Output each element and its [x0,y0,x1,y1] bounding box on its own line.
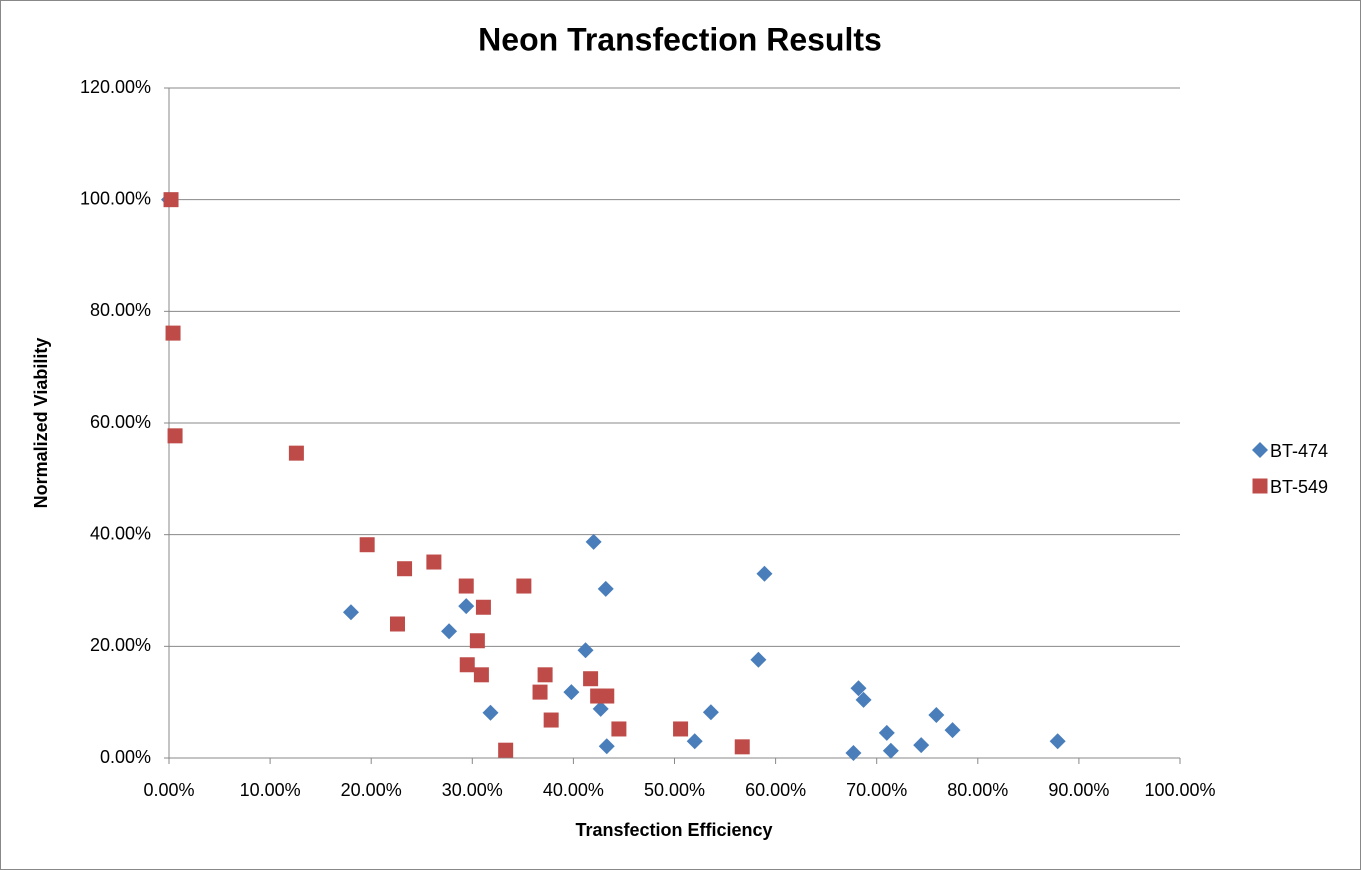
x-tick-label: 70.00% [846,780,907,800]
point [426,554,442,570]
point [913,737,930,754]
point [537,667,553,683]
point [598,738,615,755]
x-tick-label: 80.00% [947,780,1008,800]
point [750,651,767,668]
point [389,616,405,632]
point [599,688,615,704]
point [673,721,689,737]
point [592,700,609,717]
x-tick-label: 60.00% [745,780,806,800]
point [469,633,485,649]
point [482,704,499,721]
point [167,428,183,444]
point [611,721,627,737]
point [516,578,532,594]
point [563,684,580,701]
point [928,707,945,724]
legend-label: BT-474 [1270,441,1328,461]
point [458,578,474,594]
point [473,667,489,683]
point [543,712,559,728]
point [702,704,719,721]
point [441,623,458,640]
legend-marker [1252,442,1268,458]
x-axis-title: Transfection Efficiency [575,820,772,840]
y-tick-label: 0.00% [100,747,151,767]
y-tick-label: 80.00% [90,300,151,320]
point [855,691,872,708]
x-tick-label: 30.00% [442,780,503,800]
point [397,561,413,577]
point [686,733,703,750]
x-tick-label: 90.00% [1048,780,1109,800]
point [845,744,862,761]
point [734,739,750,755]
point [878,724,895,741]
point [882,742,899,759]
x-tick-label: 40.00% [543,780,604,800]
point [342,604,359,621]
point [597,580,614,597]
point [475,599,491,615]
y-tick-label: 120.00% [80,77,151,97]
y-axis-title: Normalized Viability [31,338,51,509]
point [585,533,602,550]
point [1049,733,1066,750]
x-tick-label: 10.00% [240,780,301,800]
point [532,684,548,700]
point [163,192,179,208]
x-tick-label: 20.00% [341,780,402,800]
legend-label: BT-549 [1270,477,1328,497]
point [459,657,475,673]
point [756,565,773,582]
point [498,742,514,758]
chart-title: Neon Transfection Results [478,21,882,57]
point [577,642,594,659]
point [165,325,181,341]
point [850,680,867,697]
x-tick-label: 0.00% [143,780,194,800]
x-tick-label: 50.00% [644,780,705,800]
y-tick-label: 20.00% [90,635,151,655]
y-tick-label: 60.00% [90,412,151,432]
y-tick-label: 100.00% [80,188,151,208]
y-tick-label: 40.00% [90,523,151,543]
point [583,671,599,687]
point [458,598,475,615]
point [944,722,961,739]
legend-marker [1252,478,1268,494]
point [288,445,304,461]
point [359,537,375,553]
x-tick-label: 100.00% [1144,780,1215,800]
